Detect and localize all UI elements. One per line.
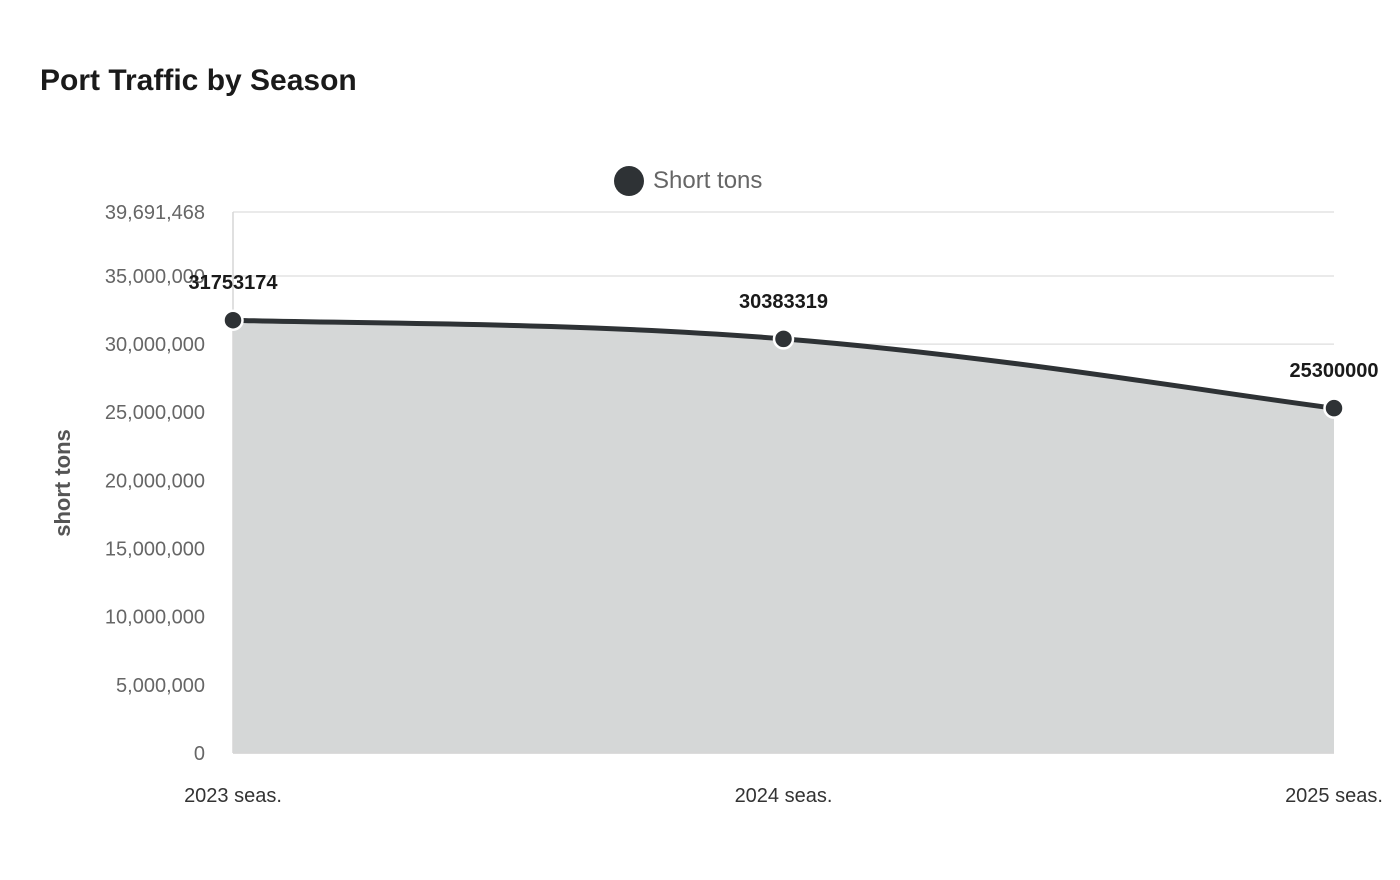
y-tick-label: 39,691,468 <box>105 202 205 224</box>
data-points: 31753174 30383319 25300000 <box>189 272 1379 419</box>
y-tick-label: 15,000,000 <box>105 539 205 561</box>
y-tick-label: 0 <box>194 743 205 765</box>
y-tick-label: 30,000,000 <box>105 334 205 356</box>
data-label: 30383319 <box>739 291 828 313</box>
area-fill <box>233 320 1334 753</box>
x-tick-label: 2024 seas. <box>735 785 833 807</box>
y-axis-label: short tons <box>50 429 75 537</box>
data-label: 25300000 <box>1290 360 1379 382</box>
x-tick-label: 2025 seas. <box>1285 785 1383 807</box>
x-tick-label: 2023 seas. <box>184 785 282 807</box>
y-tick-label: 25,000,000 <box>105 402 205 424</box>
legend-label: Short tons <box>653 167 762 194</box>
x-axis-ticks: 2023 seas. 2024 seas. 2025 seas. <box>184 785 1383 807</box>
legend[interactable]: Short tons <box>614 166 762 196</box>
chart-title: Port Traffic by Season <box>40 64 357 97</box>
y-tick-label: 20,000,000 <box>105 470 205 492</box>
y-tick-label: 5,000,000 <box>116 675 205 697</box>
data-point[interactable] <box>772 328 795 350</box>
y-tick-label: 35,000,000 <box>105 266 205 288</box>
data-point[interactable] <box>1323 397 1345 419</box>
y-tick-label: 10,000,000 <box>105 607 205 629</box>
data-point[interactable] <box>222 309 244 331</box>
y-axis-ticks: 0 5,000,000 10,000,000 15,000,000 20,000,000… <box>105 202 205 765</box>
data-label: 31753174 <box>189 272 279 294</box>
legend-marker <box>614 166 644 196</box>
